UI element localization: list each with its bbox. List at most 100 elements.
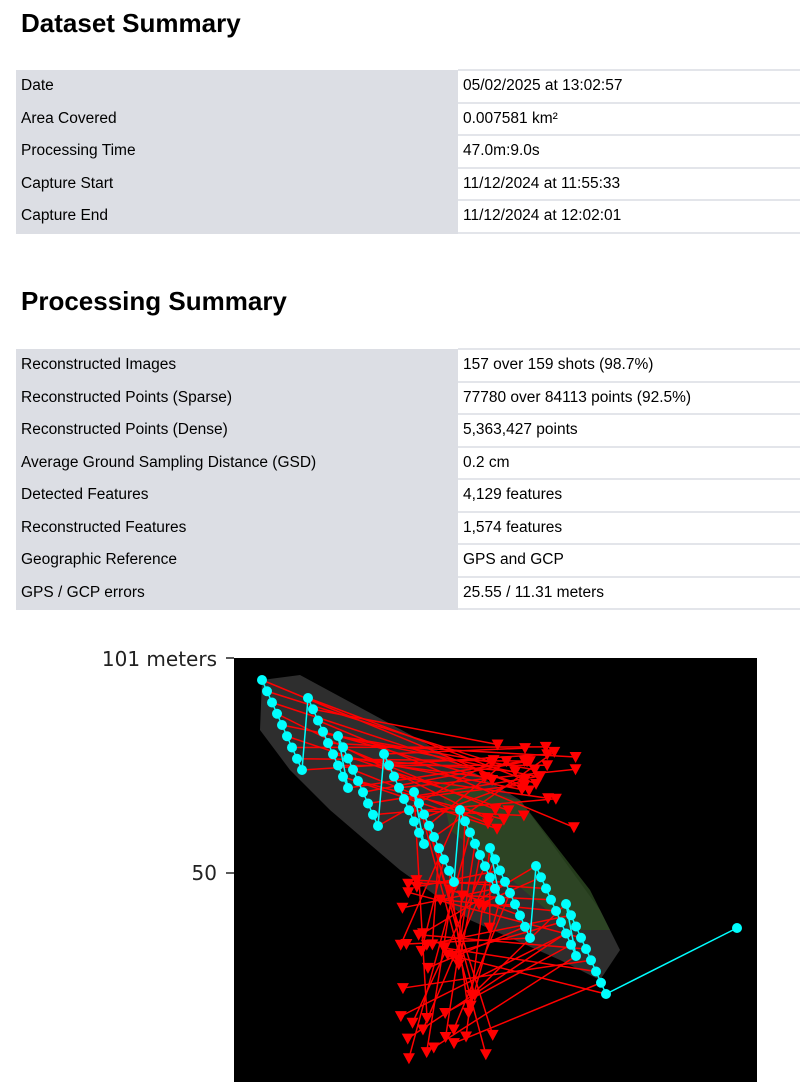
camera-marker <box>546 894 556 905</box>
offset-line <box>440 898 557 912</box>
camera-marker <box>475 850 485 860</box>
camera-marker <box>571 921 581 932</box>
camera-marker <box>323 738 333 748</box>
gps-marker <box>434 894 447 906</box>
offset-line <box>317 719 575 828</box>
camera-marker <box>328 749 338 760</box>
gps-marker <box>402 887 415 899</box>
camera-marker <box>338 742 348 753</box>
gps-marker <box>437 942 450 954</box>
camera-marker <box>455 805 465 815</box>
gps-marker <box>421 962 434 974</box>
camera-marker <box>379 749 389 759</box>
camera-path-segment <box>529 865 537 939</box>
offset-line <box>388 764 485 778</box>
y-tick-label-top: 101 meters <box>101 647 217 671</box>
camera-marker <box>343 783 353 793</box>
gps-marker <box>465 990 478 1002</box>
row-label: Reconstructed Images <box>16 349 458 383</box>
camera-marker <box>419 809 429 820</box>
camera-marker <box>495 865 505 876</box>
camera-marker <box>515 910 525 921</box>
gps-marker <box>542 793 555 805</box>
camera-marker <box>566 939 576 950</box>
camera-marker <box>510 899 520 910</box>
offset-line <box>402 888 496 909</box>
camera-marker <box>576 932 586 943</box>
gps-marker <box>519 743 532 755</box>
table-row: Date 05/02/2025 at 13:02:57 <box>16 69 800 104</box>
camera-marker <box>297 765 307 775</box>
camera-marker <box>571 951 581 961</box>
row-value: 0.007581 km² <box>458 101 800 136</box>
offset-line <box>453 892 511 1030</box>
offset-line <box>377 759 494 827</box>
gps-marker <box>415 945 428 957</box>
offset-line <box>453 982 602 1044</box>
camera-marker <box>601 989 611 999</box>
camera-marker <box>470 838 480 849</box>
row-label: Reconstructed Points (Sparse) <box>16 381 458 415</box>
offset-line <box>408 891 582 939</box>
offset-line <box>367 775 541 805</box>
gps-marker <box>401 1033 414 1045</box>
gps-marker <box>420 1047 433 1059</box>
gps-marker <box>534 771 547 783</box>
camera-marker <box>353 776 363 786</box>
row-label: Detected Features <box>16 479 458 513</box>
row-label: Reconstructed Points (Dense) <box>16 414 458 448</box>
offset-line <box>457 821 466 960</box>
gps-marker <box>410 875 423 887</box>
table-row: Detected Features 4,129 features <box>16 478 800 513</box>
offset-line <box>443 947 597 973</box>
row-label: GPS / GCP errors <box>16 576 458 610</box>
camera-marker <box>292 753 302 764</box>
camera-marker <box>732 923 742 933</box>
gps-marker <box>549 793 562 805</box>
offset-line <box>433 955 577 1049</box>
gps-marker <box>396 902 409 914</box>
offset-line <box>428 825 476 996</box>
camera-marker <box>434 843 444 854</box>
gps-marker <box>439 1007 452 1019</box>
camera-marker <box>429 832 439 842</box>
table-row: Reconstructed Images 157 over 159 shots (… <box>16 348 800 383</box>
camera-path-segment <box>605 927 738 995</box>
camera-marker <box>358 787 368 798</box>
gps-marker <box>460 1031 473 1043</box>
gps-marker <box>427 1042 440 1054</box>
gps-marker <box>446 950 459 962</box>
dataset-summary-heading: Dataset Summary <box>21 8 241 38</box>
camera-marker <box>313 715 323 726</box>
camera-marker <box>389 771 399 782</box>
row-value: 25.55 / 11.31 meters <box>458 575 800 610</box>
table-row: Geographic Reference GPS and GCP <box>16 543 800 578</box>
gps-marker <box>517 779 530 791</box>
camera-marker <box>586 955 596 966</box>
gps-marker <box>410 881 423 893</box>
table-row: Processing Time 47.0m:9.0s <box>16 134 800 169</box>
camera-marker <box>308 704 318 715</box>
camera-marker <box>262 686 272 697</box>
offset-line <box>322 731 493 781</box>
row-value: 1,574 features <box>458 510 800 545</box>
gps-marker <box>487 755 500 767</box>
gps-marker <box>489 804 502 816</box>
camera-marker <box>267 697 277 708</box>
camera-marker <box>449 877 459 887</box>
offset-line <box>312 708 498 746</box>
gps-marker <box>519 774 532 786</box>
camera-marker <box>561 928 571 939</box>
row-label: Processing Time <box>16 135 458 169</box>
gps-marker <box>394 1011 407 1023</box>
gps-marker <box>539 741 552 753</box>
gps-marker <box>517 810 530 822</box>
row-value: 11/12/2024 at 12:02:01 <box>458 199 800 234</box>
camera-marker <box>561 899 571 909</box>
reconstruction-plot: 101 meters 50 <box>0 630 800 1082</box>
offset-line <box>418 760 507 834</box>
gps-marker <box>569 752 582 764</box>
gps-marker <box>486 1029 499 1041</box>
gps-marker <box>491 739 504 751</box>
camera-marker <box>368 809 378 820</box>
